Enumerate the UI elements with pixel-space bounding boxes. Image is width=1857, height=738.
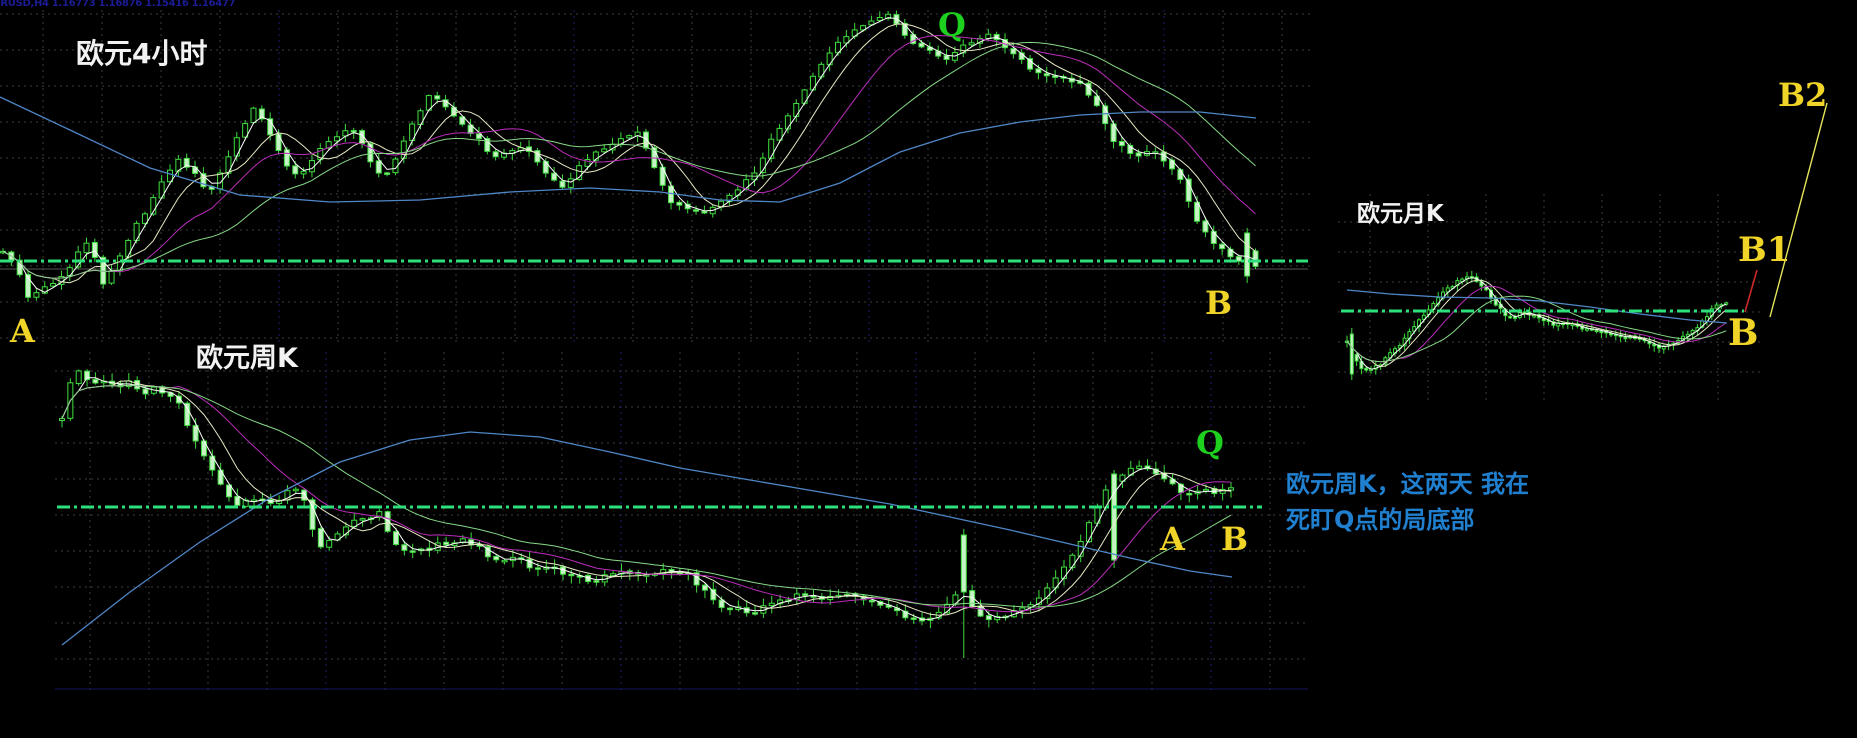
eur-monthly-annotation-b2: B2	[1778, 76, 1828, 114]
eur-monthly-ma-20	[1346, 295, 1727, 363]
commentary-note: 欧元周K，这两天 我在 死盯Q点的局底部	[1286, 466, 1529, 538]
eur-weekly-chart	[55, 352, 1308, 690]
note-line-1: 欧元周K，这两天 我在	[1286, 470, 1529, 498]
eur-monthly-ma-6	[1346, 279, 1727, 368]
chart-title-eur-monthly: 欧元月K	[1357, 201, 1444, 227]
eur-4h-chart	[0, 10, 1310, 346]
eur-monthly-ma-12	[1346, 285, 1727, 363]
eur-weekly-ma-26	[61, 384, 1232, 608]
eur-monthly-chart	[1338, 194, 1762, 400]
eur-weekly-grid	[55, 352, 1308, 690]
eur-4h-ma-26	[2, 41, 1256, 279]
symbol-info-bar: EURUSD,H4 1.16773 1.16876 1.15416 1.1647…	[0, 0, 236, 9]
eur-weekly-ma-14	[61, 384, 1232, 613]
eur-4h-annotation-a: A	[10, 312, 35, 350]
eur-4h-ma-7	[2, 23, 1256, 284]
eur-4h-annotation-b: B	[1205, 284, 1233, 322]
eur-weekly-candles	[59, 369, 1234, 658]
eur-monthly-annotation-b1: B1	[1738, 230, 1791, 270]
eur-weekly-slow-ma	[61, 431, 1233, 646]
eur-4h-annotation-q: Q	[938, 6, 966, 44]
eur-weekly-annotation-b: B	[1221, 520, 1249, 558]
chart-title-eur-weekly: 欧元周K	[196, 343, 298, 374]
chart-title-eur-4h: 欧元4小时	[76, 37, 208, 70]
eur-4h-ma-14	[2, 34, 1256, 279]
yellow-projection-line	[1769, 102, 1828, 318]
eur-monthly-slow-ma	[1346, 289, 1728, 324]
eur-monthly-annotation-b: B	[1728, 312, 1759, 354]
eur-monthly-candles	[1345, 270, 1729, 380]
red-projection-line	[1744, 269, 1758, 313]
eur-4h-ma-3	[2, 17, 1256, 293]
note-line-2: 死盯Q点的局底部	[1286, 506, 1475, 534]
eur-monthly-ma-3	[1346, 277, 1727, 370]
eur-weekly-annotation-q: Q	[1196, 424, 1224, 462]
eur-weekly-annotation-a: A	[1160, 520, 1185, 558]
eur-weekly-ma-7	[61, 380, 1232, 616]
eur-4h-slow-ma	[0, 96, 1257, 203]
